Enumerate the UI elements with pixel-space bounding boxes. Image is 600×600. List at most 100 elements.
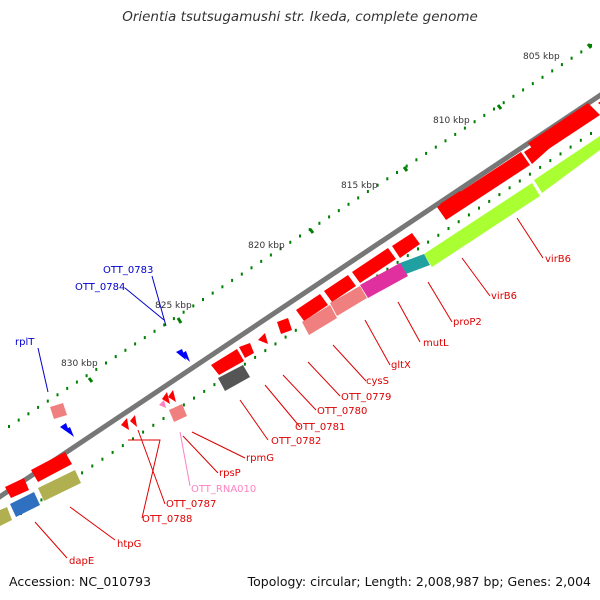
gene-arrow bbox=[121, 418, 129, 430]
gene-label-OTT_0781: OTT_0781 bbox=[295, 422, 345, 433]
tick-dot bbox=[203, 389, 206, 393]
gene-label-rpsP: rpsP bbox=[219, 468, 241, 479]
tick-dot bbox=[299, 234, 301, 238]
gene-arrow bbox=[324, 275, 356, 302]
gene-labels: virB6 virB6 proP2 mutL gltX cysS OTT_077… bbox=[15, 254, 571, 567]
tick-dot bbox=[366, 190, 369, 193]
leader-line bbox=[397, 301, 421, 343]
gene-arrow bbox=[440, 191, 468, 216]
tick-dot bbox=[134, 342, 137, 346]
gene-block-blue bbox=[10, 492, 40, 517]
major-tick bbox=[586, 43, 593, 49]
leader-line bbox=[191, 431, 246, 459]
major-tick bbox=[496, 104, 503, 110]
tick-dot bbox=[95, 367, 98, 371]
tick-dot bbox=[284, 335, 287, 339]
repeat-marker bbox=[65, 427, 74, 437]
tick-dot bbox=[570, 56, 573, 60]
tick-dot bbox=[162, 417, 165, 420]
tick-dot bbox=[560, 63, 563, 67]
tick-dot bbox=[243, 362, 246, 366]
tick-dot bbox=[27, 412, 30, 416]
major-ticks bbox=[87, 43, 593, 383]
leader-line bbox=[69, 506, 116, 541]
tick-dot bbox=[386, 177, 389, 181]
tick-dot bbox=[182, 310, 185, 314]
tick-dot bbox=[193, 396, 195, 400]
leader-line bbox=[264, 384, 301, 428]
tick-dot bbox=[551, 69, 554, 73]
gene-label-htpG: htpG bbox=[117, 539, 141, 550]
tick-dot bbox=[559, 152, 562, 156]
repeat-marker bbox=[181, 351, 190, 362]
gene-arrow bbox=[239, 343, 254, 358]
gene-block-pink bbox=[330, 286, 367, 316]
leader-line bbox=[282, 374, 317, 411]
leader-line bbox=[34, 521, 68, 559]
gene-block-purple bbox=[360, 263, 408, 298]
tick-dot bbox=[192, 304, 195, 308]
scale-labels: 805 kbp 810 kbp 815 kbp 820 kbp 825 kbp … bbox=[61, 52, 560, 369]
gene-label-rplT: rplT bbox=[15, 337, 35, 348]
tick-dot bbox=[250, 266, 253, 270]
genome-backbone bbox=[0, 92, 600, 500]
tick-dot bbox=[114, 355, 117, 359]
tick-dot bbox=[396, 171, 398, 174]
leader-lines bbox=[34, 217, 544, 559]
tick-dot bbox=[427, 240, 430, 244]
tick-dot bbox=[152, 423, 155, 427]
gene-label-gltX: gltX bbox=[391, 360, 411, 371]
gene-arrow bbox=[258, 333, 268, 344]
leader-line bbox=[516, 217, 544, 259]
tick-dot bbox=[56, 393, 59, 397]
gene-block-teal bbox=[400, 254, 430, 274]
major-tick bbox=[176, 317, 183, 324]
tick-dot bbox=[493, 107, 495, 111]
gene-arrow bbox=[168, 390, 176, 402]
tick-dot bbox=[522, 88, 525, 92]
gene-label-OTT_RNA010: OTT_RNA010 bbox=[191, 484, 256, 495]
leader-line bbox=[332, 344, 367, 382]
tick-dot bbox=[254, 355, 257, 359]
gene-label-OTT_0788: OTT_0788 bbox=[142, 514, 192, 525]
map-title: Orientia tsutsugamushi str. Ikeda, compl… bbox=[122, 9, 478, 25]
tick-dot bbox=[264, 349, 267, 353]
tick-dots-layer bbox=[8, 44, 592, 515]
gene-label-mutL: mutL bbox=[423, 338, 449, 349]
leader-line bbox=[128, 439, 161, 519]
tick-dot bbox=[37, 405, 40, 409]
tick-dot bbox=[386, 267, 389, 271]
tick-dot bbox=[467, 213, 470, 217]
gene-label-proP2: proP2 bbox=[453, 317, 482, 328]
repeat-markers bbox=[60, 349, 190, 437]
tick-dot bbox=[172, 317, 175, 321]
tick-dot bbox=[347, 202, 350, 206]
tick-dot bbox=[357, 196, 360, 200]
gene-arrow bbox=[296, 294, 328, 321]
tick-dot bbox=[512, 94, 515, 98]
tick-dot bbox=[447, 227, 450, 230]
tick-dot bbox=[590, 132, 592, 135]
gene-arrow bbox=[211, 349, 244, 375]
tick-dot bbox=[46, 399, 49, 403]
tick-dot bbox=[483, 113, 486, 117]
tick-dot bbox=[518, 179, 521, 183]
tick-dot bbox=[211, 291, 214, 295]
tick-dot bbox=[40, 498, 43, 502]
gene-arrow bbox=[130, 415, 137, 427]
gene-label-rpmG: rpmG bbox=[246, 453, 274, 464]
tick-dot bbox=[240, 272, 243, 276]
tick-dot bbox=[153, 329, 156, 333]
tick-dot bbox=[488, 199, 491, 203]
gene-label-OTT_0780: OTT_0780 bbox=[317, 406, 367, 417]
leader-line-ncrna bbox=[179, 431, 191, 487]
gene-block-green bbox=[534, 136, 600, 193]
tick-dot bbox=[213, 383, 216, 387]
leader-line bbox=[137, 429, 166, 505]
gene-arrow bbox=[5, 478, 29, 498]
gene-label-OTT_0784: OTT_0784 bbox=[75, 282, 125, 293]
tick-dot bbox=[569, 145, 572, 149]
tick-dot bbox=[260, 259, 263, 263]
